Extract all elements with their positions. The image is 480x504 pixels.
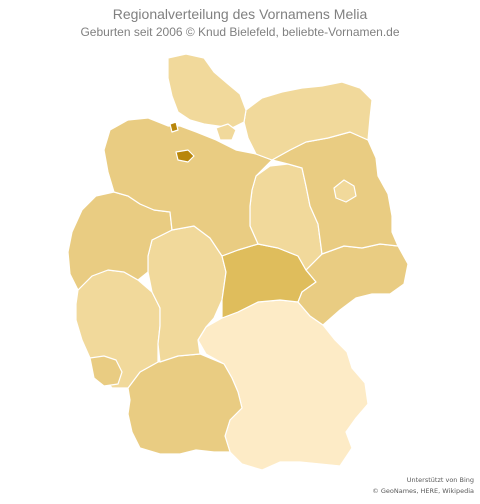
- region-schleswig-holstein: [167, 53, 247, 129]
- map-title: Regionalverteilung des Vornamens Melia: [112, 6, 368, 22]
- region-niedersachsen: [103, 117, 273, 257]
- attribution-bing: Unterstützt von Bing: [406, 476, 474, 484]
- region-berlin: [333, 179, 357, 203]
- region-saarland: [89, 355, 123, 387]
- region-bremen: [175, 149, 195, 163]
- region-hamburg: [215, 123, 237, 141]
- region-bremerhaven: [169, 121, 179, 133]
- attribution-sources: © GeoNames, HERE, Wikipedia: [372, 487, 474, 495]
- region-mecklenburg-vorpommern: [243, 81, 373, 161]
- map-subtitle: Geburten seit 2006 © Knud Bielefeld, bel…: [80, 25, 400, 39]
